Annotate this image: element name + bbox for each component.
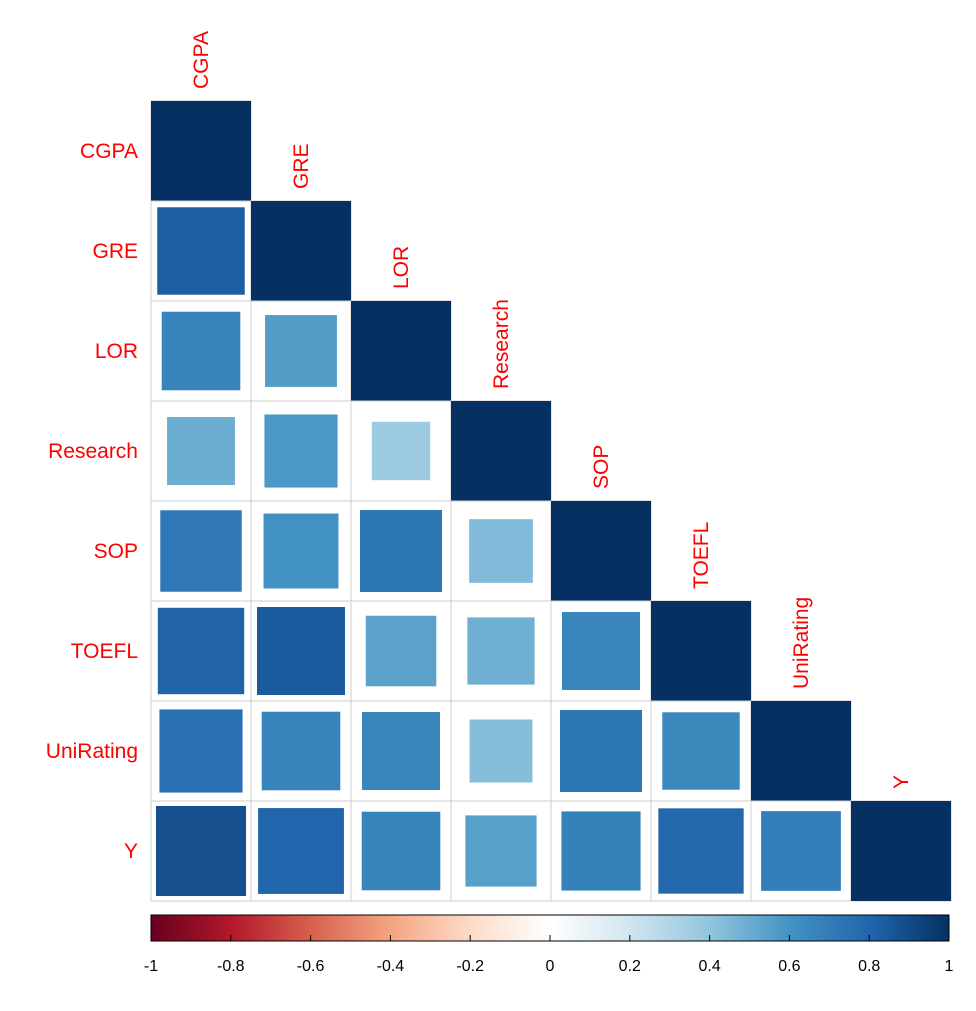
cell-TOEFL-Research (467, 617, 535, 685)
colorbar-tick-label-0.6: 0.6 (778, 958, 800, 975)
cell-UniRating-TOEFL (662, 712, 740, 790)
colorbar-tick-label--0.2: -0.2 (456, 958, 484, 975)
cell-TOEFL-GRE (257, 607, 345, 695)
row-label-TOEFL: TOEFL (71, 640, 138, 663)
row-label-LOR: LOR (95, 340, 138, 363)
row-label-UniRating: UniRating (46, 740, 138, 763)
cell-LOR-LOR (351, 301, 451, 401)
cell-Research-CGPA (167, 417, 235, 485)
cell-LOR-GRE (265, 315, 337, 387)
cell-TOEFL-CGPA (157, 607, 245, 695)
cell-TOEFL-LOR (365, 615, 437, 687)
col-label-GRE: GRE (290, 143, 313, 189)
cell-SOP-Research (469, 519, 533, 583)
col-label-LOR: LOR (390, 246, 413, 289)
col-label-UniRating: UniRating (790, 597, 813, 689)
colorbar-tick-label-1: 1 (945, 958, 954, 975)
colorbar-tick-label--0.4: -0.4 (377, 958, 405, 975)
cell-UniRating-LOR (362, 712, 440, 790)
cell-SOP-LOR (359, 509, 443, 593)
row-label-Research: Research (48, 440, 138, 463)
cell-Research-LOR (371, 421, 431, 481)
cell-UniRating-Research (469, 719, 533, 783)
column-labels: CGPA GRE LOR Research SOP TOEFL UniRating Y (190, 31, 913, 789)
cell-Y-TOEFL (658, 808, 744, 894)
cell-Research-Research (451, 401, 551, 501)
col-label-Y: Y (890, 775, 913, 789)
cell-Y-CGPA (155, 805, 247, 897)
heatmap-cells (150, 100, 952, 902)
cell-UniRating-CGPA (159, 709, 243, 793)
row-label-GRE: GRE (92, 240, 138, 263)
col-label-SOP: SOP (590, 445, 613, 489)
cell-GRE-CGPA (157, 207, 245, 295)
cell-border-SOP-Research (450, 500, 552, 602)
colorbar-tick-label-0.4: 0.4 (698, 958, 720, 975)
cell-SOP-SOP (551, 501, 651, 601)
cell-LOR-CGPA (161, 311, 241, 391)
row-label-Y: Y (124, 840, 138, 863)
cell-Y-SOP (561, 811, 641, 891)
cell-Y-GRE (258, 808, 344, 894)
cell-UniRating-GRE (261, 711, 341, 791)
colorbar: -1 -0.8 -0.6 -0.4 -0.2 0 0.2 0.4 0.6 0.8 1 (144, 914, 954, 975)
cell-UniRating-UniRating (751, 701, 851, 801)
col-label-Research: Research (490, 299, 513, 389)
colorbar-tick-label-0.2: 0.2 (619, 958, 641, 975)
cell-TOEFL-SOP (562, 612, 640, 690)
cell-UniRating-SOP (559, 709, 643, 793)
colorbar-tick-label-0: 0 (546, 958, 555, 975)
cell-SOP-CGPA (160, 510, 242, 592)
cell-Y-Research (465, 815, 537, 887)
colorbar-tick-label--0.6: -0.6 (297, 958, 325, 975)
row-labels: CGPA GRE LOR Research SOP TOEFL UniRating Y (46, 140, 138, 863)
cell-Research-GRE (264, 414, 338, 488)
cell-Y-UniRating (761, 811, 841, 891)
row-label-CGPA: CGPA (80, 140, 138, 163)
col-label-TOEFL: TOEFL (690, 522, 713, 589)
col-label-CGPA: CGPA (190, 31, 213, 89)
row-label-SOP: SOP (94, 540, 138, 563)
cell-Y-Y (851, 801, 951, 901)
cell-TOEFL-TOEFL (651, 601, 751, 701)
colorbar-tick-label-0.8: 0.8 (858, 958, 880, 975)
cell-SOP-GRE (263, 513, 339, 589)
colorbar-tick-label--0.8: -0.8 (217, 958, 245, 975)
cell-CGPA-CGPA (151, 101, 251, 201)
cell-GRE-GRE (251, 201, 351, 301)
cell-Y-LOR (361, 811, 441, 891)
colorbar-tick-label--1: -1 (144, 958, 158, 975)
